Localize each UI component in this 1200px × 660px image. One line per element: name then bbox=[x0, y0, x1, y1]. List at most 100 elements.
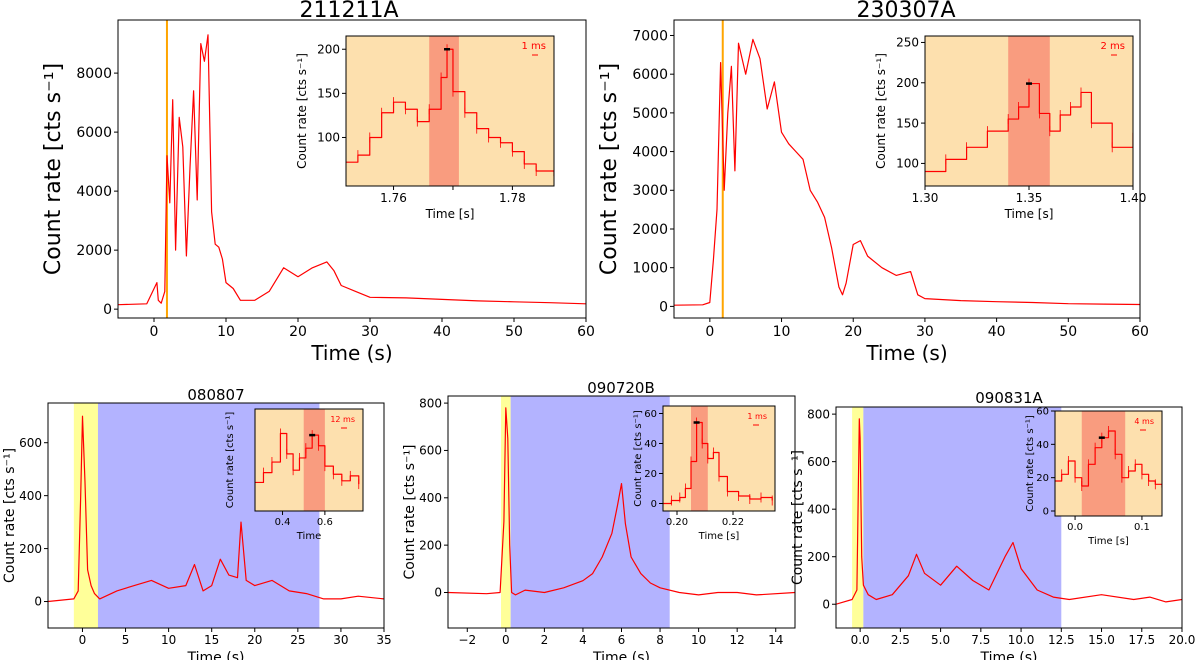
panel-080807-xtick-label: 5 bbox=[122, 633, 130, 647]
panel-230307a-xtick-label: 60 bbox=[1131, 324, 1149, 340]
panel-090831a-inset-plot-area bbox=[1055, 411, 1162, 516]
panel-080807: 080807 0 5 10 15 20 25 30 35 0 200 400 600 Time (s) Co… bbox=[2, 386, 392, 660]
panel-230307a-light-curve bbox=[674, 38, 1140, 306]
panel-230307a-xtick-label: 10 bbox=[773, 324, 791, 340]
panel-080807-x-axis-label: Time (s) bbox=[187, 650, 245, 660]
panel-211211a-ytick-label: 4000 bbox=[76, 184, 112, 200]
panel-080807-ytick-label: 400 bbox=[19, 489, 42, 503]
panel-230307a-xtick-label: 0 bbox=[705, 324, 714, 340]
panel-211211a-xtick-label: 20 bbox=[289, 324, 307, 340]
panel-090831a-xtick-label: 17.5 bbox=[1128, 633, 1155, 647]
panel-080807-xtick-label: 25 bbox=[290, 633, 305, 647]
panel-230307a-inset-ytick-label: 100 bbox=[896, 157, 919, 171]
panel-211211a-ytick-label: 2000 bbox=[76, 243, 112, 259]
panel-090720b-ytick-label: 200 bbox=[419, 538, 442, 552]
panel-080807-plot-area bbox=[48, 403, 384, 628]
panel-080807-ytick-label: 200 bbox=[19, 542, 42, 556]
panel-230307a: 230307A 0 10 20 30 40 50 60 0 1000 2000 3000 4000 500… bbox=[597, 0, 1149, 365]
panel-090831a-inset-ytick-label: 60 bbox=[1036, 407, 1049, 418]
panel-090831a-inset: 0.0 0.1 0 20 40 60 Time [s] Count rate [cts s⁻¹… bbox=[1025, 407, 1163, 547]
panel-090720b-ytick-label: 400 bbox=[419, 491, 442, 505]
panel-211211a-inset-scale-label: 1 ms bbox=[522, 41, 547, 52]
panel-080807-inset-scale-label: 12 ms bbox=[330, 415, 355, 424]
panel-090831a-xtick-label: 15.0 bbox=[1088, 633, 1115, 647]
panel-211211a-x-axis-label: Time (s) bbox=[310, 341, 392, 365]
panel-090831a-light-curve bbox=[836, 418, 1182, 605]
panel-230307a-ytick-label: 6000 bbox=[632, 67, 668, 83]
panel-211211a-inset: 1.76 1.78 100 150 200 Time [s] Count rate [cts… bbox=[295, 35, 555, 221]
panel-230307a-ytick-label: 1000 bbox=[632, 261, 668, 277]
panel-080807-inset: 0.4 0.6 Time Count rate [cts s⁻¹] 12 ms bbox=[225, 408, 364, 542]
panel-080807-inset-xtick-label: 0.6 bbox=[317, 517, 333, 528]
panel-230307a-ytick-label: 7000 bbox=[632, 28, 668, 44]
panel-080807-xtick-label: 15 bbox=[204, 633, 219, 647]
panel-211211a-xtick-label: 30 bbox=[361, 324, 379, 340]
panel-090720b-light-curve bbox=[448, 407, 795, 596]
panel-211211a-ytick-label: 6000 bbox=[76, 125, 112, 141]
panel-080807-y-axis-label: Count rate [cts s⁻¹] bbox=[2, 448, 18, 583]
panel-230307a-inset-y-axis-label: Count rate [cts s⁻¹] bbox=[874, 53, 888, 169]
panel-080807-inset-highlight-window bbox=[303, 409, 325, 511]
panel-090831a-inset-frame bbox=[1054, 410, 1163, 517]
panel-080807-xtick-label: 10 bbox=[161, 633, 176, 647]
panel-230307a-inset-ytick-label: 200 bbox=[896, 76, 919, 90]
panel-211211a-title: 211211A bbox=[299, 0, 398, 23]
panel-230307a-frame bbox=[673, 19, 1141, 319]
panel-230307a-inset-scale-label: 2 ms bbox=[1101, 41, 1126, 52]
panel-090720b-inset-scale-label: 1 ms bbox=[747, 412, 767, 421]
panel-230307a-inset-ytick-label: 250 bbox=[896, 36, 919, 50]
panel-090720b-plot-area bbox=[448, 396, 795, 628]
panel-090720b-xtick-label: 14 bbox=[768, 633, 783, 647]
panel-090720b-xtick-label: 8 bbox=[656, 633, 664, 647]
panel-230307a-x-axis-label: Time (s) bbox=[865, 341, 947, 365]
panel-080807-frame bbox=[47, 402, 385, 629]
panel-090831a-inset-xtick-label: 0.1 bbox=[1134, 522, 1150, 533]
panel-090720b-ytick-label: 0 bbox=[434, 586, 442, 600]
panel-090831a-ytick-label: 400 bbox=[807, 502, 830, 516]
panel-090831a-x-axis-label: Time (s) bbox=[980, 650, 1038, 660]
panel-090720b-inset-xtick-label: 0.20 bbox=[666, 517, 688, 528]
panel-211211a-xtick-label: 0 bbox=[150, 324, 159, 340]
panel-211211a-inset-xtick-label: 1.78 bbox=[499, 191, 526, 205]
panel-230307a-xtick-label: 20 bbox=[844, 324, 862, 340]
panel-230307a-title: 230307A bbox=[856, 0, 955, 23]
panel-090831a-title: 090831A bbox=[975, 389, 1043, 407]
panel-211211a-xtick-label: 10 bbox=[217, 324, 235, 340]
panel-090720b-ytick-label: 600 bbox=[419, 444, 442, 458]
panel-090831a-ytick-label: 0 bbox=[822, 597, 830, 611]
panel-211211a-y-axis-label: Count rate [cts s⁻¹] bbox=[41, 63, 66, 275]
panel-230307a-y-axis-label: Count rate [cts s⁻¹] bbox=[597, 63, 622, 275]
panel-090720b-xtick-label: 6 bbox=[618, 633, 626, 647]
panel-080807-title: 080807 bbox=[187, 386, 244, 404]
panel-090831a-xtick-label: 12.5 bbox=[1048, 633, 1075, 647]
panel-090720b-xtick-label: 2 bbox=[541, 633, 549, 647]
panel-090720b-inset-plot-area bbox=[663, 406, 775, 511]
panel-090831a-band-main bbox=[863, 407, 1062, 628]
panel-080807-light-curve bbox=[48, 415, 384, 603]
panel-211211a-frame bbox=[117, 19, 587, 319]
panel-090831a-inset-ytick-label: 40 bbox=[1036, 440, 1049, 451]
panel-211211a-inset-ytick-label: 150 bbox=[317, 87, 340, 101]
panel-211211a-xtick-label: 60 bbox=[577, 324, 595, 340]
panel-230307a-inset: 1.30 1.35 1.40 100 150 200 250 Time [s] Count ra… bbox=[874, 35, 1147, 221]
panel-090831a-plot-area bbox=[836, 407, 1182, 628]
panel-080807-inset-xtick-label: 0.4 bbox=[275, 517, 291, 528]
panel-090831a-ytick-label: 800 bbox=[807, 407, 830, 421]
panel-090720b-title: 090720B bbox=[587, 379, 655, 397]
panel-090831a-ytick-label: 200 bbox=[807, 550, 830, 564]
panel-211211a-inset-y-axis-label: Count rate [cts s⁻¹] bbox=[295, 53, 309, 169]
panel-230307a-inset-x-axis-label: Time [s] bbox=[1004, 207, 1054, 221]
panel-211211a-xtick-label: 40 bbox=[433, 324, 451, 340]
panel-090720b-inset-frame bbox=[662, 405, 776, 512]
panel-090720b-xtick-label: −2 bbox=[458, 633, 476, 647]
panel-090831a: 090831A 0.0 2.5 5.0 7.5 10.0 12.5 15.0 17.5 20.0 0… bbox=[790, 389, 1195, 660]
panel-230307a-inset-xtick-label: 1.40 bbox=[1120, 191, 1147, 205]
panel-090720b-xtick-label: 0 bbox=[502, 633, 510, 647]
panel-211211a-xtick-label: 50 bbox=[505, 324, 523, 340]
panel-230307a-inset-ytick-label: 150 bbox=[896, 116, 919, 130]
panel-090720b-xtick-label: 10 bbox=[691, 633, 706, 647]
panel-211211a-inset-ytick-label: 100 bbox=[317, 131, 340, 145]
panel-230307a-ytick-label: 4000 bbox=[632, 144, 668, 160]
panel-080807-inset-x-axis-label: Time bbox=[296, 531, 321, 542]
panel-090720b-inset-x-axis-label: Time [s] bbox=[698, 531, 740, 542]
